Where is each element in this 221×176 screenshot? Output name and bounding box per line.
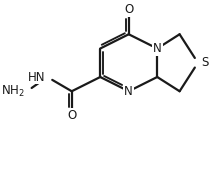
Text: NH$_2$: NH$_2$ xyxy=(1,84,25,99)
Text: S: S xyxy=(201,56,208,69)
Text: O: O xyxy=(124,3,133,16)
Text: HN: HN xyxy=(28,71,45,83)
Text: N: N xyxy=(153,42,162,55)
Text: O: O xyxy=(67,109,76,122)
Text: N: N xyxy=(124,85,133,98)
